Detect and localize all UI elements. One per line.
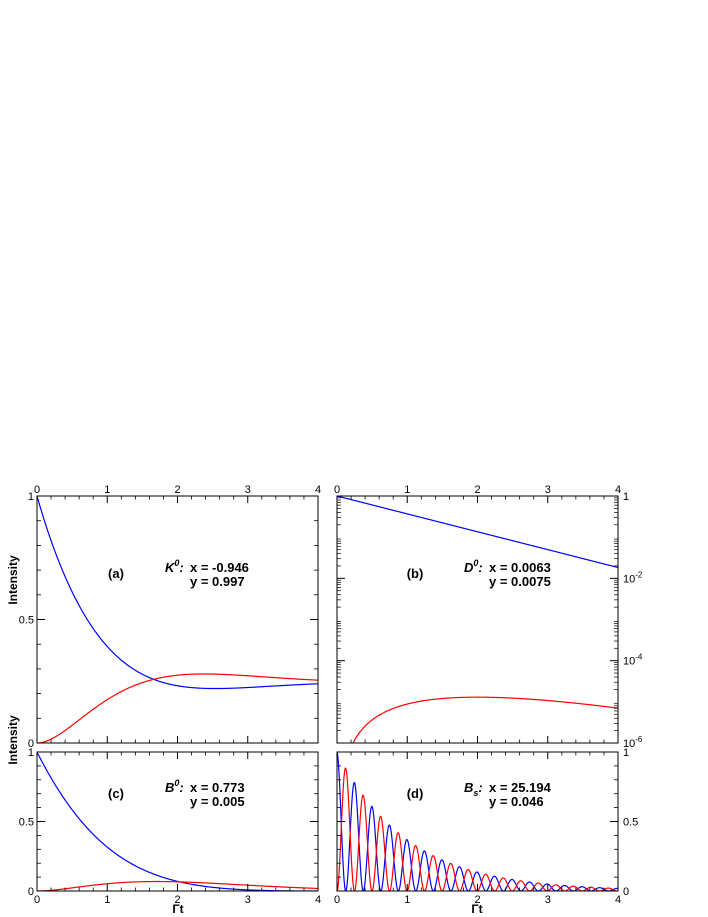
- y-tick-label: 1: [623, 747, 629, 759]
- series-unmixed-line-c: [37, 752, 318, 891]
- ylabel-bottom: Intensity: [6, 715, 20, 765]
- x-tick-label: 3: [245, 484, 251, 496]
- x-param-text-c: x = 0.773: [190, 780, 245, 795]
- meson-colon-b: :: [478, 560, 482, 575]
- plot-frame-a: [36, 495, 319, 744]
- bottom-ylabel-group: Intensity: [6, 715, 20, 765]
- meson-script-c: 0: [174, 778, 179, 788]
- series-unmixed-line-b: [337, 496, 618, 569]
- y-tick-label: 0.5: [19, 817, 34, 829]
- y-tick-label: 0: [28, 886, 34, 898]
- y-tick-label: 1: [623, 491, 629, 503]
- x-tick-label: 1: [404, 894, 410, 906]
- meson-script-b: 0: [473, 558, 478, 568]
- x-tick-label: 2: [474, 484, 480, 496]
- x-tick-label: 4: [615, 484, 621, 496]
- y-param-text-d: y = 0.046: [489, 794, 544, 809]
- x-tick-label: 1: [104, 894, 110, 906]
- x-tick-label: 3: [545, 484, 551, 496]
- panel-label-c: (c): [108, 786, 124, 801]
- x-tick-label: 1: [404, 484, 410, 496]
- xlabel-left: Γt: [172, 902, 183, 916]
- x-tick-label: 4: [315, 484, 321, 496]
- plot-frame-b: [336, 495, 619, 744]
- y-param-text-b: y = 0.0075: [489, 574, 551, 589]
- x-tick-label: 2: [174, 894, 180, 906]
- y-tick-label: 1: [28, 491, 34, 503]
- y-tick-exponent: -4: [635, 653, 643, 662]
- ylabel-top: Intensity: [6, 555, 20, 605]
- panel-label-a: (a): [108, 566, 124, 581]
- series-unmixed-line-a: [37, 496, 318, 690]
- panel-label-b: (b): [407, 566, 424, 581]
- series-mixed-line-b: [352, 696, 618, 743]
- meson-script-d: s: [473, 788, 478, 798]
- x-param-text-b: x = 0.0063: [489, 560, 551, 575]
- meson-colon-a: :: [179, 560, 183, 575]
- x-tick-label: 3: [545, 894, 551, 906]
- x-tick-label: 0: [34, 484, 40, 496]
- meson-script-a: 0: [174, 558, 179, 568]
- x-tick-label: 2: [174, 484, 180, 496]
- y-tick-label: 10-4: [623, 653, 643, 668]
- y-tick-label: 0: [623, 886, 629, 898]
- x-tick-label: 3: [245, 894, 251, 906]
- y-tick-label: 0.5: [19, 615, 34, 627]
- x-tick-label: 2: [474, 894, 480, 906]
- meson-name-a: K0:: [165, 558, 184, 575]
- y-param-text-c: y = 0.005: [190, 794, 245, 809]
- y-tick-label: 10-2: [623, 570, 643, 585]
- meson-colon-c: :: [179, 780, 183, 795]
- x-tick-label: 0: [334, 894, 340, 906]
- meson-name-c: B0:: [165, 778, 184, 795]
- y-tick-exponent: -6: [635, 735, 643, 744]
- x-tick-label: 0: [34, 894, 40, 906]
- plot-frame-c: [36, 751, 319, 892]
- panel-label-d: (d): [407, 786, 424, 801]
- x-tick-label: 4: [615, 894, 621, 906]
- y-tick-label: 0: [28, 738, 34, 750]
- x-tick-label: 0: [334, 484, 340, 496]
- x-tick-label: 1: [104, 484, 110, 496]
- meson-name-b: D0:: [464, 558, 483, 575]
- meson-colon-d: :: [478, 780, 482, 795]
- x-tick-label: 4: [315, 894, 321, 906]
- xlabel-right: Γt: [471, 902, 482, 916]
- series-mixed-line-a: [37, 673, 318, 743]
- x-param-text-a: x = -0.946: [190, 560, 249, 575]
- x-param-text-d: x = 25.194: [489, 780, 552, 795]
- meson-name-d: Bs:: [464, 780, 483, 798]
- top-ylabel-group: Intensity: [6, 555, 20, 605]
- y-tick-exponent: -2: [635, 570, 643, 579]
- series-mixed-line-c: [37, 880, 318, 891]
- y-param-text-a: y = 0.997: [190, 574, 245, 589]
- y-tick-label: 1: [28, 747, 34, 759]
- y-tick-label: 0.5: [623, 817, 638, 829]
- series-unmixed-line-d: [337, 752, 618, 891]
